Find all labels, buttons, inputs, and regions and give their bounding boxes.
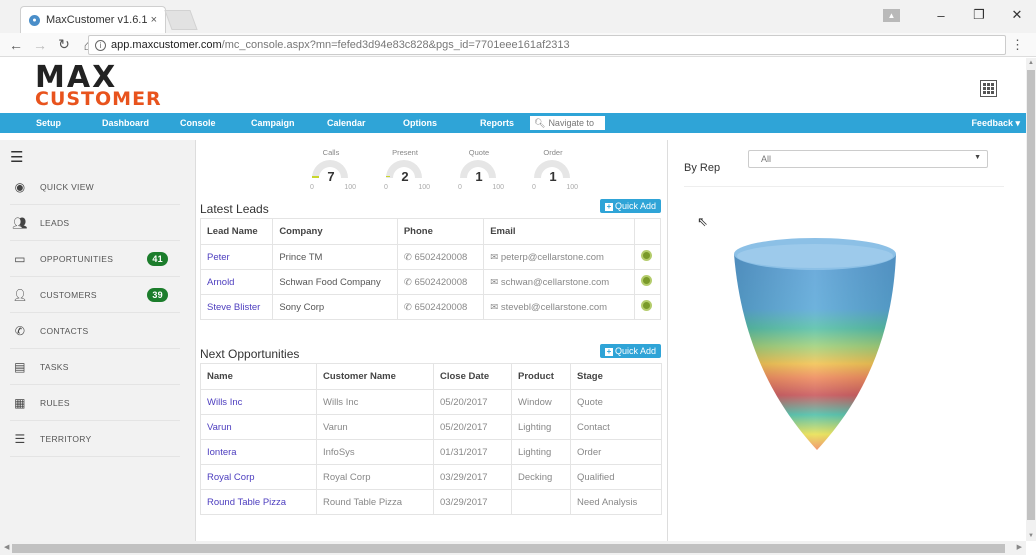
address-bar-row: ← → ↻ ⌂ i app.maxcustomer.com /mc_consol… [0, 33, 1036, 523]
feedback-dropdown[interactable]: Feedback ▾ [971, 118, 1020, 128]
next-opportunities-table: Name Customer Name Close Date Product St… [200, 363, 662, 515]
latest-leads-table: Lead Name Company Phone Email Peter Prin… [199, 218, 662, 320]
sidebar-item-customers[interactable]: 👤︎ CUSTOMERS 39 [10, 278, 180, 313]
email-icon: ✉ [490, 301, 501, 313]
nav-setup[interactable]: Setup [36, 118, 62, 128]
navigate-search-input[interactable]: 🔍︎ Navigate to [530, 116, 605, 130]
gauge-order: Order 1 0 100 [532, 148, 578, 191]
favicon-icon: ● [29, 14, 40, 26]
leads-quick-add-button[interactable]: + Quick Add [599, 199, 661, 213]
monitor-icon: ▭ [14, 252, 26, 266]
forward-icon[interactable]: → [33, 36, 47, 53]
table-row: Royal Corp Royal Corp 03/29/2017 Decking Qua… [200, 464, 662, 490]
gauge-quote: Quote 1 0 100 [458, 148, 504, 191]
sidebar: ☰ ◉ QUICK VIEW 👥︎ LEADS ▭ OPPORTUNITIES 41 👤… [0, 140, 195, 541]
table-row: Arnold Schwan Food Company ✆ 6502420008 … [199, 269, 662, 295]
customers-count-badge: 39 [147, 288, 168, 302]
sidebar-item-contacts[interactable]: ✆ CONTACTS [10, 314, 180, 349]
nav-options[interactable]: Options [403, 118, 437, 128]
latest-leads-title: Latest Leads [200, 202, 269, 216]
sidebar-item-leads[interactable]: 👥︎ LEADS [10, 206, 180, 241]
status-dot-icon[interactable] [640, 300, 652, 311]
rep-filter-select[interactable]: All ▼ [748, 150, 988, 168]
sidebar-item-opportunities[interactable]: ▭ OPPORTUNITIES 41 [10, 242, 180, 277]
status-dot-icon[interactable] [640, 250, 652, 261]
sidebar-item-tasks[interactable]: ▤ TASKS [10, 350, 180, 385]
phone-icon: ✆ [403, 276, 415, 288]
back-icon[interactable]: ← [9, 36, 23, 53]
tab-title: MaxCustomer v1.6.1 Bui [46, 14, 147, 26]
top-navigation: Setup Dashboard Console Campaign Calenda… [0, 113, 1026, 133]
url-input[interactable]: i app.maxcustomer.com /mc_console.aspx?m… [88, 35, 1036, 523]
kpi-gauges: Calls 7 0 100 Present 2 0 100 Quote 1 0 100 Or… [306, 148, 578, 198]
sales-funnel-chart[interactable] [732, 232, 902, 452]
funnel-panel: By Rep All ▼ ⇖ [676, 140, 1016, 541]
new-tab-button[interactable] [164, 10, 198, 30]
status-dot-icon[interactable] [640, 275, 652, 286]
apps-grid-icon[interactable] [980, 80, 997, 97]
table-row: Iontera InfoSys 01/31/2017 Lighting Order [200, 439, 662, 465]
opportunities-quick-add-button[interactable]: + Quick Add [599, 344, 661, 358]
nav-console[interactable]: Console [180, 118, 216, 128]
list-icon: ☰ [14, 432, 26, 446]
table-row: Wills Inc Wills Inc 05/20/2017 Window Quote [200, 389, 662, 415]
tab-close-icon[interactable]: × [150, 14, 157, 26]
gauge-calls: Calls 7 0 100 [310, 148, 356, 191]
browser-tab[interactable]: ● MaxCustomer v1.6.1 Bui × [20, 6, 166, 33]
next-opportunities-title: Next Opportunities [200, 347, 300, 361]
sidebar-item-territory[interactable]: ☰ TERRITORY [10, 422, 180, 457]
divider [684, 186, 1004, 187]
lead-name-link[interactable]: Arnold [199, 269, 274, 295]
gauge-present: Present 2 0 100 [384, 148, 430, 191]
phone-icon: ✆ [403, 301, 415, 313]
restore-button[interactable]: ❐ [973, 7, 985, 22]
phone-icon: ✆ [403, 251, 415, 263]
main-panel: Calls 7 0 100 Present 2 0 100 Quote 1 0 100 Or… [195, 140, 668, 541]
sidebar-item-rules[interactable]: ▦ RULES [10, 386, 180, 421]
search-icon: 🔍︎ [534, 117, 546, 128]
minimize-button[interactable]: – [937, 7, 945, 23]
opportunities-count-badge: 41 [147, 252, 168, 266]
horizontal-scrollbar[interactable]: ◀ ▶ [0, 541, 1026, 555]
dashboard-icon: ◉ [14, 180, 26, 194]
hamburger-menu-icon[interactable]: ☰ [10, 149, 24, 166]
maxcustomer-logo[interactable]: MAX CUSTOMER [35, 60, 162, 110]
by-rep-label: By Rep [684, 162, 721, 174]
dropdown-caret-icon: ▼ [974, 154, 981, 161]
lead-name-link[interactable]: Steve Blister [199, 294, 274, 320]
nav-calendar[interactable]: Calendar [327, 118, 366, 128]
table-row: Steve Blister Sony Corp ✆ 6502420008 ✉ s… [199, 294, 662, 320]
table-row: Round Table Pizza Round Table Pizza 03/29/… [200, 489, 662, 515]
tasks-icon: ▤ [14, 360, 26, 374]
email-icon: ✉ [490, 276, 501, 288]
close-window-button[interactable]: ✕ [1011, 7, 1023, 22]
nav-reports[interactable]: Reports [480, 118, 515, 128]
profile-icon[interactable]: ▲ [883, 8, 900, 22]
browser-tabstrip: ● MaxCustomer v1.6.1 Bui × ▲ – ❐ ✕ [0, 0, 1036, 33]
url-path: /mc_console.aspx?mn=fefed3d94e83c828&pgs… [221, 39, 570, 51]
vertical-scrollbar[interactable]: ▲ ▼ [1026, 58, 1036, 541]
table-row: Varun Varun 05/20/2017 Lighting Contact [200, 414, 662, 440]
user-icon: 👤︎ [12, 288, 28, 302]
info-icon[interactable]: i [95, 39, 106, 51]
mouse-cursor-icon: ⇖ [697, 214, 708, 229]
email-icon: ✉ [490, 251, 501, 263]
browser-menu-icon[interactable]: ⋮ [1011, 37, 1024, 52]
phone-icon: ✆ [14, 324, 26, 338]
header: MAX CUSTOMER [0, 58, 1026, 113]
nav-dashboard[interactable]: Dashboard [102, 118, 150, 128]
table-row: Peter Prince TM ✆ 6502420008 ✉ peterp@ce… [199, 244, 662, 270]
sidebar-item-quick-view[interactable]: ◉ QUICK VIEW [10, 170, 180, 205]
page-viewport: MAX CUSTOMER Setup Dashboard Console Cam… [0, 58, 1026, 541]
plus-icon: + [604, 202, 613, 211]
window-controls: ▲ – ❐ ✕ [883, 0, 1036, 30]
url-host: app.maxcustomer.com [111, 39, 222, 51]
plus-icon: + [604, 347, 613, 356]
lead-name-link[interactable]: Peter [199, 244, 274, 270]
users-icon: 👥︎ [12, 216, 28, 230]
nav-campaign[interactable]: Campaign [251, 118, 295, 128]
reload-icon[interactable]: ↻ [58, 36, 70, 52]
table-icon: ▦ [14, 396, 26, 410]
